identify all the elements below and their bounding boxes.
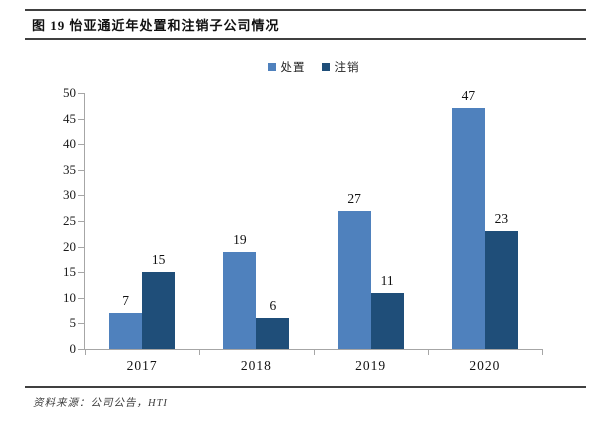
y-tick-label: 35 bbox=[63, 161, 76, 177]
source-note: 资料来源：公司公告，HTI bbox=[33, 398, 168, 409]
y-tick bbox=[78, 118, 85, 120]
y-tick bbox=[78, 221, 85, 222]
bar-value-label: 19 bbox=[233, 232, 247, 247]
x-tick bbox=[542, 350, 543, 355]
x-tick bbox=[85, 350, 86, 355]
bar-chart: 0 5 10 15 20 25 30 35 40 45 50 7 15 2017 19 6 2018 27 11 20… bbox=[63, 85, 543, 373]
legend-swatch-disposal bbox=[267, 63, 276, 71]
y-tick-label: 15 bbox=[63, 264, 76, 280]
bar-处置-2018 bbox=[223, 252, 257, 349]
x-category-label: 2017 bbox=[126, 358, 158, 373]
y-tick-label: 10 bbox=[63, 289, 76, 305]
x-axis-line bbox=[85, 349, 543, 350]
title-rule bbox=[25, 38, 586, 40]
legend-item-deregister: 注销 bbox=[321, 59, 360, 75]
y-tick-label: 30 bbox=[63, 187, 76, 203]
y-tick bbox=[78, 246, 85, 248]
bar-value-label: 15 bbox=[151, 252, 166, 267]
y-tick-label: 25 bbox=[63, 213, 76, 228]
y-tick bbox=[78, 323, 85, 325]
chart-legend: 处置 注销 bbox=[85, 59, 542, 75]
x-tick bbox=[427, 350, 429, 355]
y-tick-label: 20 bbox=[63, 238, 76, 254]
bar-处置-2017 bbox=[109, 313, 143, 349]
y-tick-label: 40 bbox=[63, 136, 76, 152]
y-tick bbox=[78, 272, 85, 274]
y-tick-label: 45 bbox=[63, 110, 76, 126]
bottom-rule bbox=[25, 386, 586, 388]
bar-处置-2020 bbox=[451, 108, 485, 349]
y-tick bbox=[78, 93, 85, 94]
legend-swatch-deregister bbox=[321, 63, 330, 71]
y-tick bbox=[78, 195, 85, 197]
bar-注销-2019 bbox=[370, 293, 404, 349]
bar-value-label: 47 bbox=[461, 88, 476, 103]
y-tick-label: 50 bbox=[63, 85, 76, 100]
x-category-label: 2019 bbox=[355, 358, 387, 373]
y-tick-label: 0 bbox=[69, 341, 77, 356]
x-category-label: 2018 bbox=[240, 358, 272, 373]
bar-value-label: 27 bbox=[347, 191, 361, 206]
bar-注销-2018 bbox=[256, 318, 290, 349]
y-tick bbox=[78, 349, 85, 350]
bar-处置-2019 bbox=[337, 211, 371, 349]
y-tick-label: 5 bbox=[69, 315, 77, 331]
bar-注销-2017 bbox=[142, 272, 176, 349]
x-tick bbox=[199, 350, 201, 355]
figure-title: 图 19 怡亚通近年处置和注销子公司情况 bbox=[32, 18, 280, 33]
legend-item-disposal: 处置 bbox=[267, 59, 306, 75]
top-rule bbox=[25, 9, 586, 11]
y-tick bbox=[78, 144, 85, 146]
bar-注销-2020 bbox=[484, 231, 518, 349]
x-tick bbox=[313, 350, 315, 355]
legend-label-disposal: 处置 bbox=[280, 62, 306, 74]
y-tick bbox=[78, 169, 85, 171]
bar-value-label: 11 bbox=[380, 273, 394, 288]
bar-value-label: 23 bbox=[494, 211, 509, 226]
bar-value-label: 7 bbox=[122, 293, 129, 308]
legend-label-deregister: 注销 bbox=[334, 62, 360, 74]
bar-value-label: 6 bbox=[269, 298, 277, 313]
x-category-label: 2020 bbox=[469, 358, 501, 373]
y-tick bbox=[78, 297, 85, 299]
